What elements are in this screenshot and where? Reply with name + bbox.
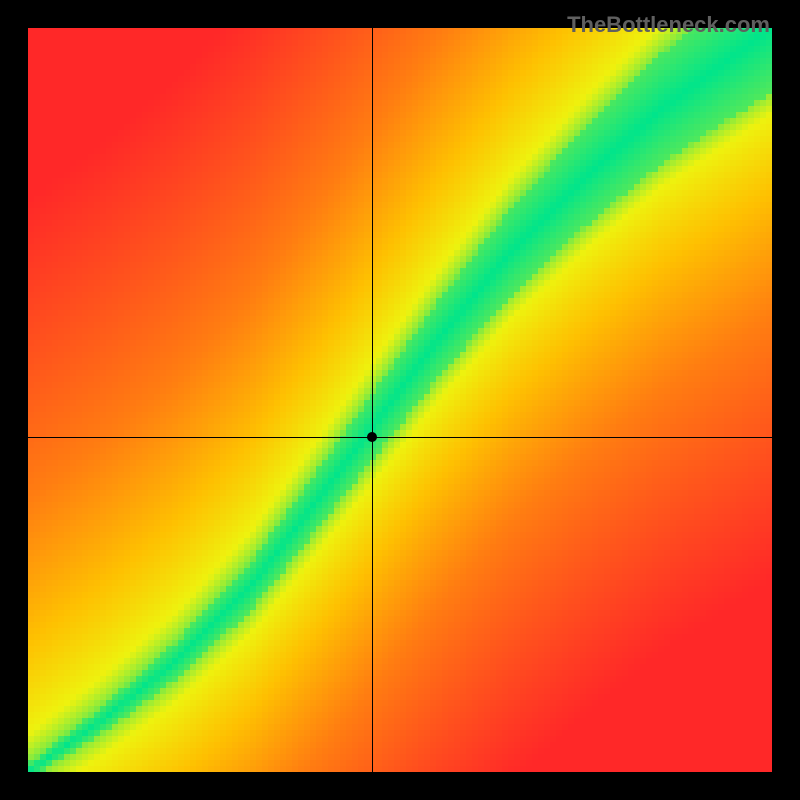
heatmap-canvas — [28, 28, 772, 772]
crosshair-vertical — [372, 28, 373, 772]
heatmap-plot — [28, 28, 772, 772]
crosshair-marker — [367, 432, 377, 442]
crosshair-horizontal — [28, 437, 772, 438]
watermark-text: TheBottleneck.com — [567, 12, 770, 38]
